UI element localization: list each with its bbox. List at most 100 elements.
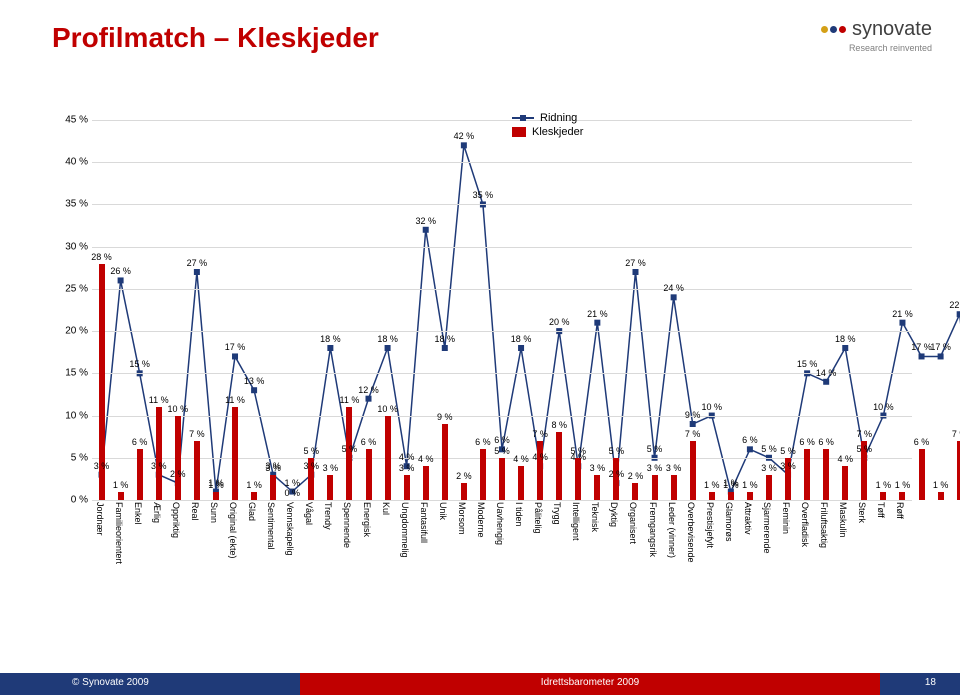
line-value-label: 3 % — [780, 461, 796, 471]
line-value-label: 15 % — [129, 359, 150, 369]
bar-value-label: 1 % — [895, 480, 911, 490]
x-tick-label: Enkel — [133, 502, 143, 525]
bar-value-label: 3 % — [399, 463, 415, 473]
x-tick-label: Sentimental — [266, 502, 276, 550]
footer: © Synovate 2009 Idrettsbarometer 2009 18 — [0, 673, 960, 695]
legend-item: Ridning — [512, 112, 583, 124]
logo-dot — [821, 26, 828, 33]
line-marker — [919, 354, 924, 359]
x-tick-label: Glad — [247, 502, 257, 521]
line-value-label: 18 % — [511, 334, 532, 344]
logo-dots — [821, 26, 846, 33]
bar-value-label: 0 % — [284, 488, 300, 498]
bar — [537, 441, 543, 500]
line-marker — [385, 346, 390, 351]
gridline — [92, 120, 912, 121]
line-value-label: 1 % — [723, 478, 739, 488]
bar — [747, 492, 753, 500]
x-tick-label: Ungdommelig — [400, 502, 410, 558]
line-marker — [233, 354, 238, 359]
y-tick-label: 0 % — [54, 495, 88, 506]
gridline — [92, 373, 912, 374]
x-tick-label: Teknisk — [590, 502, 600, 532]
line-value-label: 21 % — [892, 309, 913, 319]
x-tick-label: Feminin — [781, 502, 791, 534]
x-tick-label: I tiden — [514, 502, 524, 527]
line-value-label: 1 % — [208, 478, 224, 488]
legend-item: Kleskjeder — [512, 126, 583, 138]
x-tick-label: Oppriktig — [171, 502, 181, 538]
footer-page: 18 — [880, 673, 960, 695]
line-value-label: 10 % — [873, 402, 894, 412]
line-marker — [671, 295, 676, 300]
line-value-label: 5 % — [342, 444, 358, 454]
bar — [156, 407, 162, 500]
bar — [842, 466, 848, 500]
x-tick-label: Prestisjefylt — [705, 502, 715, 548]
bar-value-label: 6 % — [799, 437, 815, 447]
x-tick-label: Friluftsaktig — [819, 502, 829, 548]
line-marker — [366, 396, 371, 401]
bar — [194, 441, 200, 500]
bar — [938, 492, 944, 500]
logo-dot — [830, 26, 837, 33]
line-marker — [824, 379, 829, 384]
chart: 0 %5 %10 %15 %20 %25 %30 %35 %40 %45 %28… — [52, 120, 922, 530]
line-value-label: 14 % — [816, 368, 837, 378]
legend-label: Ridning — [540, 112, 577, 124]
bar — [594, 475, 600, 500]
line-marker — [900, 320, 905, 325]
bar-value-label: 1 % — [742, 480, 758, 490]
line-value-label: 18 % — [377, 334, 398, 344]
bar — [880, 492, 886, 500]
line-value-label: 9 % — [685, 410, 701, 420]
x-tick-label: Trygg — [552, 502, 562, 525]
bar-value-label: 3 % — [666, 463, 682, 473]
bar-value-label: 28 % — [91, 252, 112, 262]
line-value-label: 26 % — [110, 266, 131, 276]
x-tick-label: Morsom — [457, 502, 467, 535]
x-tick-label: Jordnær — [95, 502, 105, 536]
x-tick-label: Intelligent — [571, 502, 581, 541]
bar — [404, 475, 410, 500]
bar — [423, 466, 429, 500]
bar-value-label: 6 % — [475, 437, 491, 447]
bar — [327, 475, 333, 500]
bar — [575, 458, 581, 500]
x-tick-label: Uavhengig — [495, 502, 505, 545]
bar — [823, 449, 829, 500]
bar-value-label: 11 % — [149, 395, 169, 405]
x-tick-label: Organisert — [628, 502, 638, 544]
x-tick-label: Spennende — [342, 502, 352, 548]
bar-value-label: 3 % — [761, 463, 777, 473]
bar — [480, 449, 486, 500]
x-tick-label: Sjarmerende — [762, 502, 772, 554]
bar — [442, 424, 448, 500]
line-value-label: 5 % — [761, 444, 777, 454]
bar-value-label: 5 % — [780, 446, 796, 456]
bar-value-label: 6 % — [132, 437, 148, 447]
bar-value-label: 1 % — [933, 480, 949, 490]
bar-value-label: 8 % — [551, 420, 567, 430]
bar — [766, 475, 772, 500]
bar — [804, 449, 810, 500]
line-value-label: 27 % — [187, 258, 208, 268]
line-value-label: 21 % — [587, 309, 608, 319]
bar-value-label: 7 % — [952, 429, 960, 439]
logo: synovate Research reinvented — [821, 18, 932, 53]
x-tick-label: Familieorientert — [114, 502, 124, 564]
line-value-label: 18 % — [835, 334, 856, 344]
x-tick-label: Kul — [381, 502, 391, 515]
line-value-label: 2 % — [170, 469, 186, 479]
x-tick-label: Røff — [895, 502, 905, 519]
legend: Ridning Kleskjeder — [512, 112, 583, 140]
x-tick-label: Unik — [438, 502, 448, 520]
x-tick-label: Trendy — [323, 502, 333, 530]
y-tick-label: 35 % — [54, 199, 88, 210]
line-value-label: 17 % — [930, 342, 951, 352]
bar-value-label: 7 % — [685, 429, 701, 439]
x-tick-label: Sterk — [857, 502, 867, 523]
bar — [671, 475, 677, 500]
gridline — [92, 331, 912, 332]
bar-value-label: 6 % — [361, 437, 377, 447]
